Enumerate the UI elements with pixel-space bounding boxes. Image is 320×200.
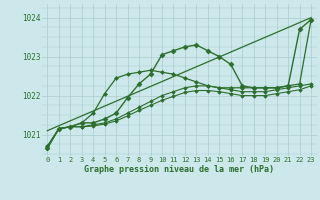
X-axis label: Graphe pression niveau de la mer (hPa): Graphe pression niveau de la mer (hPa) <box>84 165 274 174</box>
